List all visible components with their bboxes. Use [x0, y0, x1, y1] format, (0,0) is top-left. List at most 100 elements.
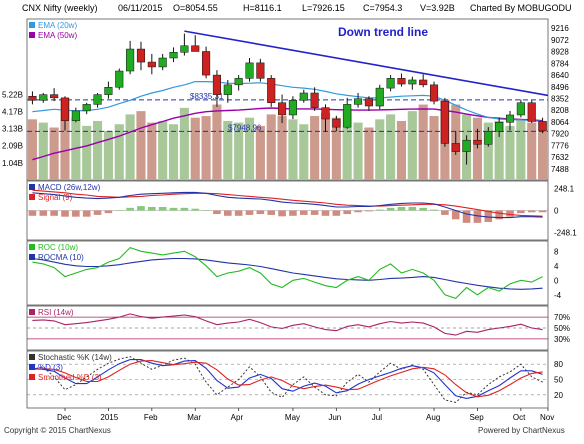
macd-histogram-bar	[538, 210, 547, 213]
volume-bar	[147, 122, 157, 180]
stoch-smoothed-d-line	[32, 360, 543, 398]
rsi-line	[32, 313, 543, 336]
candle-body	[343, 104, 352, 128]
macd-histogram-bar	[202, 210, 210, 211]
y-tick-label: 20	[554, 391, 563, 400]
macd-histogram-bar	[527, 210, 536, 213]
macd-histogram-bar	[441, 210, 449, 215]
volume-bar	[244, 117, 255, 180]
candle-body	[332, 118, 341, 128]
volume-bar	[234, 122, 244, 180]
macd-histogram-bar	[234, 210, 243, 216]
macd-histogram-bar	[39, 210, 48, 216]
macd-histogram-bar	[332, 210, 341, 216]
legend-label: %D (3)	[38, 363, 63, 372]
volume-bar	[168, 124, 179, 180]
volume-bar	[342, 109, 352, 180]
volume-bar	[103, 130, 113, 180]
legend-swatch	[29, 22, 35, 28]
candle-body	[60, 97, 70, 121]
macd-histogram-bar	[267, 210, 276, 215]
support-label: $7948.96	[228, 123, 262, 132]
macd-histogram-bar	[397, 206, 406, 211]
volume-bar	[538, 120, 548, 180]
candle-body	[115, 70, 124, 88]
macd-histogram-bar	[82, 210, 91, 217]
candle-body	[419, 79, 428, 86]
candle-body	[147, 61, 156, 68]
candle-body	[484, 130, 493, 145]
legend-label: Signal (9)	[38, 193, 73, 202]
candle-body	[104, 87, 113, 95]
x-tick-label: Mar	[187, 413, 201, 422]
macd-histogram-bar	[365, 210, 373, 212]
macd-histogram-bar	[115, 210, 124, 211]
macd-histogram-bar	[180, 207, 189, 211]
header-close: C=7954.3	[363, 3, 402, 13]
volume-bar	[158, 120, 168, 180]
candle-body	[93, 94, 102, 105]
footer-powered: Powered by ChartNexus	[478, 426, 565, 435]
header-open: O=8054.55	[173, 3, 218, 13]
candle-body	[223, 84, 232, 95]
legend-swatch	[29, 184, 35, 190]
volume-bar	[212, 104, 222, 180]
legend-swatch	[29, 354, 35, 360]
x-tick-label: May	[285, 413, 300, 422]
macd-histogram-bar	[419, 207, 427, 211]
volume-bar	[60, 98, 70, 180]
volume-tick-label: 2.09B	[2, 142, 23, 151]
candle-body	[158, 57, 167, 68]
volume-bar	[375, 119, 385, 180]
candle-body	[375, 87, 384, 107]
candle-body	[440, 100, 449, 144]
y-tick-label: 0	[554, 276, 559, 285]
price-tick-label: 9216	[551, 24, 569, 33]
price-tick-label: 8208	[551, 106, 569, 115]
y-tick-label: -4	[554, 291, 562, 300]
price-tick-label: 7488	[551, 165, 569, 174]
candle-body	[212, 74, 221, 95]
volume-tick-label: 3.13B	[2, 125, 23, 134]
candle-body	[82, 104, 91, 112]
legend-swatch	[29, 194, 35, 200]
volume-bar	[266, 114, 276, 180]
macd-histogram-bar	[126, 207, 134, 211]
trend-line-label: Down trend line	[338, 25, 428, 39]
roc-line	[32, 246, 543, 300]
macd-histogram-bar	[484, 210, 493, 222]
support-label: $8335.31	[190, 92, 224, 101]
macd-histogram-bar	[310, 210, 319, 215]
legend-label: EMA (20w)	[38, 21, 77, 30]
candle-body	[71, 110, 80, 121]
volume-bar	[320, 112, 331, 180]
x-tick-label: Jun	[328, 413, 341, 422]
footer-copyright: Copyright © 2015 ChartNexus	[4, 426, 111, 435]
volume-bar	[190, 117, 200, 180]
candle-body	[191, 45, 200, 52]
legend-swatch	[29, 254, 35, 260]
candle-body	[429, 84, 439, 102]
volume-tick-label: 4.17B	[2, 108, 23, 117]
y-tick-label: 8	[554, 247, 559, 256]
candle-body	[288, 100, 297, 116]
candle-body	[202, 51, 211, 76]
price-tick-label: 8928	[551, 48, 569, 57]
volume-tick-label: 1.04B	[2, 159, 23, 168]
volume-bar	[472, 117, 483, 180]
volume-bar	[396, 120, 407, 180]
macd-histogram-bar	[451, 210, 460, 220]
volume-bar	[136, 111, 146, 180]
legend-swatch	[29, 32, 35, 38]
candle-body	[386, 78, 395, 89]
price-tick-label: 8352	[551, 95, 569, 104]
volume-bar	[364, 127, 374, 180]
x-tick-label: Aug	[426, 413, 440, 422]
y-tick-label: 50%	[554, 324, 570, 333]
price-tick-label: 7632	[551, 153, 569, 162]
macd-histogram-bar	[462, 210, 471, 223]
macd-histogram-bar	[321, 210, 330, 216]
y-tick-label: 4	[554, 262, 559, 271]
volume-bar	[277, 116, 287, 180]
header-low: L=7926.15	[302, 3, 345, 13]
